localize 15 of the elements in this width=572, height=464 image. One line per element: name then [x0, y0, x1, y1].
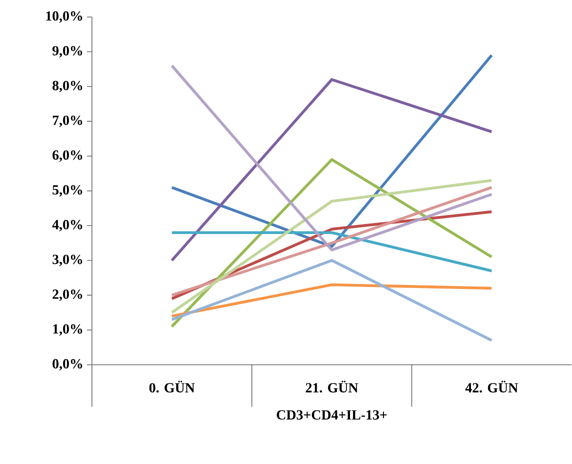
y-tick-label: 7,0%: [52, 116, 82, 128]
y-tick-label: 3,0%: [52, 254, 82, 266]
x-tick-label: 21. GÜN: [306, 380, 358, 393]
y-tick-label: 0,0%: [52, 359, 82, 371]
y-tick-label: 5,0%: [52, 185, 82, 197]
y-tick-label: 10,0%: [46, 11, 82, 23]
x-tick-label: 0. GÜN: [149, 380, 195, 393]
y-tick-label: 1,0%: [53, 324, 82, 336]
y-tick-label: 4,0%: [52, 220, 82, 232]
y-tick-label: 9,0%: [52, 46, 82, 58]
y-tick-label: 8,0%: [52, 80, 82, 92]
y-tick-label: 2,0%: [52, 290, 82, 302]
y-tick-label: 6,0%: [52, 150, 82, 162]
x-tick-label: 42. GÜN: [465, 380, 518, 393]
x-axis-title: CD3+CD4+IL-13+: [276, 410, 387, 420]
